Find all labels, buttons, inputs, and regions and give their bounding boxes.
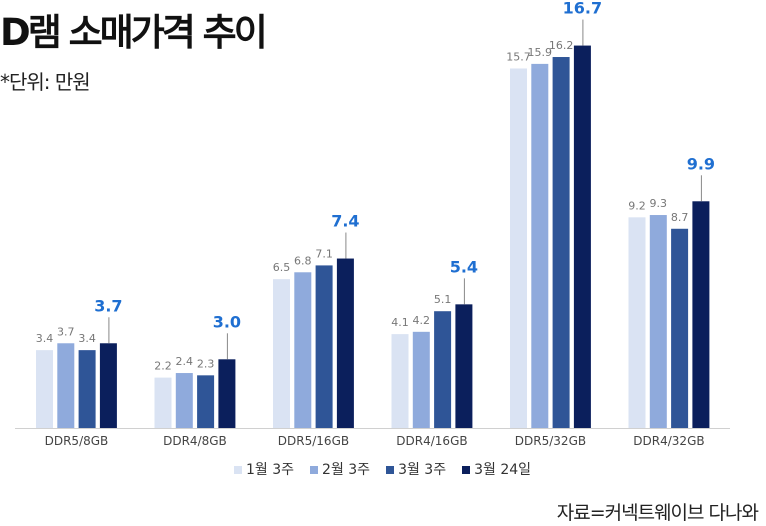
- bar: [197, 375, 215, 428]
- bar: [510, 68, 527, 428]
- x-tick-label: DDR5/32GB: [515, 434, 586, 448]
- legend-item: 3월 3주: [386, 459, 446, 479]
- legend-swatch: [310, 466, 319, 474]
- legend-swatch: [386, 466, 395, 474]
- bar: [455, 304, 473, 428]
- bar: [175, 373, 193, 428]
- data-label: 2.3: [197, 357, 215, 370]
- bar: [671, 228, 689, 428]
- bar: [573, 45, 591, 428]
- legend-label: 2월 3주: [322, 462, 371, 478]
- x-tick-label: DDR4/8GB: [163, 434, 227, 448]
- source-note: 자료=커넥트웨이브 다나와: [556, 502, 759, 524]
- x-tick-label: DDR5/16GB: [278, 434, 349, 448]
- legend-item: 2월 3주: [310, 459, 370, 479]
- bar: [99, 343, 117, 428]
- legend-label: 3월 24일: [474, 462, 532, 478]
- data-label: 5.4: [450, 257, 478, 276]
- data-label: 16.7: [563, 0, 602, 18]
- legend-item: 3월 24일: [462, 459, 531, 479]
- data-label: 2.2: [154, 360, 172, 373]
- data-label: 6.8: [294, 254, 312, 267]
- data-label: 9.9: [687, 154, 715, 173]
- bar: [628, 217, 646, 428]
- legend-item: 1월 3주: [234, 459, 294, 479]
- bar: [336, 258, 354, 428]
- bar: [434, 311, 452, 428]
- data-label: 9.3: [650, 197, 668, 210]
- bar: [294, 272, 312, 428]
- data-label: 9.2: [628, 199, 646, 212]
- data-label: 16.2: [549, 39, 574, 52]
- bar: [552, 57, 570, 429]
- legend: 1월 3주 2월 3주 3월 3주 3월 24일: [234, 459, 531, 479]
- data-label: 4.1: [391, 316, 409, 329]
- data-label: 6.5: [273, 261, 291, 274]
- data-label: 7.1: [315, 247, 333, 260]
- data-label: 15.9: [528, 46, 553, 59]
- bar: [315, 265, 333, 428]
- x-tick-label: DDR5/8GB: [45, 434, 109, 448]
- data-label: 8.7: [671, 211, 689, 224]
- bar: [218, 359, 236, 428]
- legend-label: 1월 3주: [246, 462, 295, 478]
- data-label: 3.7: [57, 325, 75, 338]
- chart-title: D램 소매가격 추이: [0, 11, 268, 54]
- x-tick-label: DDR4/32GB: [633, 434, 704, 448]
- bar: [273, 279, 290, 428]
- legend-swatch: [234, 466, 242, 474]
- bar: [531, 63, 549, 428]
- bar: [649, 215, 667, 428]
- data-label: 3.0: [213, 312, 241, 331]
- legend-swatch: [462, 466, 471, 474]
- data-label: 15.7: [506, 50, 531, 63]
- legend-label: 3월 3주: [398, 462, 447, 478]
- data-label: 2.4: [176, 355, 194, 368]
- bar: [154, 377, 172, 428]
- data-label: 3.4: [36, 332, 54, 345]
- data-label: 3.4: [78, 332, 96, 345]
- data-label: 5.1: [434, 293, 452, 306]
- bar: [391, 334, 409, 428]
- bar: [78, 350, 96, 428]
- unit-note: *단위: 만원: [0, 70, 91, 94]
- data-label: 7.4: [331, 212, 359, 231]
- data-label: 4.2: [413, 314, 431, 327]
- bar: [36, 350, 53, 428]
- bar: [412, 331, 430, 428]
- bar: [692, 201, 710, 428]
- data-label: 3.7: [94, 296, 122, 315]
- x-tick-label: DDR4/16GB: [396, 434, 467, 448]
- bar: [57, 343, 75, 428]
